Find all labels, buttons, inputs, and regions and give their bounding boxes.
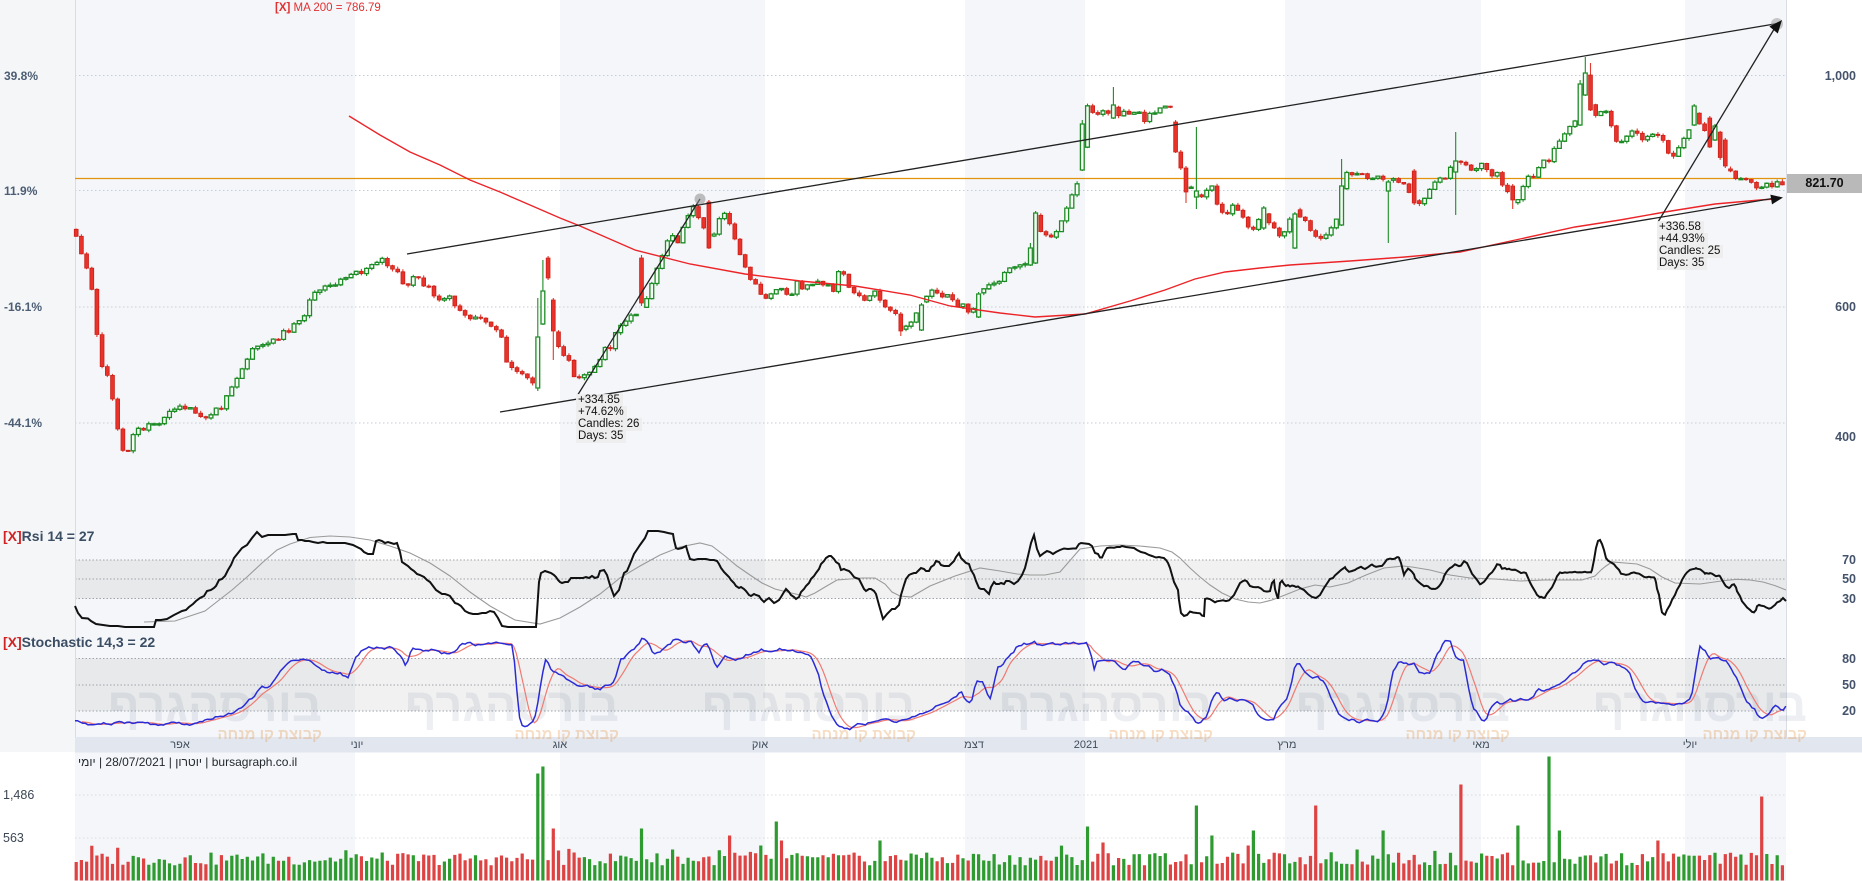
svg-text:קבוצת קו מנחה: קבוצת קו מנחה [811,726,916,743]
svg-text:קבוצת קו מנחה: קבוצת קו מנחה [1702,726,1807,743]
svg-text:קבוצת קו מנחה: קבוצת קו מנחה [1108,726,1213,743]
svg-text:בורסהגרף: בורסהגרף [405,678,619,731]
svg-text:קבוצת קו מנחה: קבוצת קו מנחה [217,726,322,743]
svg-text:בורסהגרף: בורסהגרף [1296,678,1510,731]
svg-text:קבוצת קו מנחה: קבוצת קו מנחה [514,726,619,743]
svg-text:בורסהגרף: בורסהגרף [1593,678,1807,731]
svg-text:בורסהגרף: בורסהגרף [999,678,1213,731]
svg-text:בורסהגרף: בורסהגרף [702,678,916,731]
svg-text:קבוצת קו מנחה: קבוצת קו מנחה [1405,726,1510,743]
